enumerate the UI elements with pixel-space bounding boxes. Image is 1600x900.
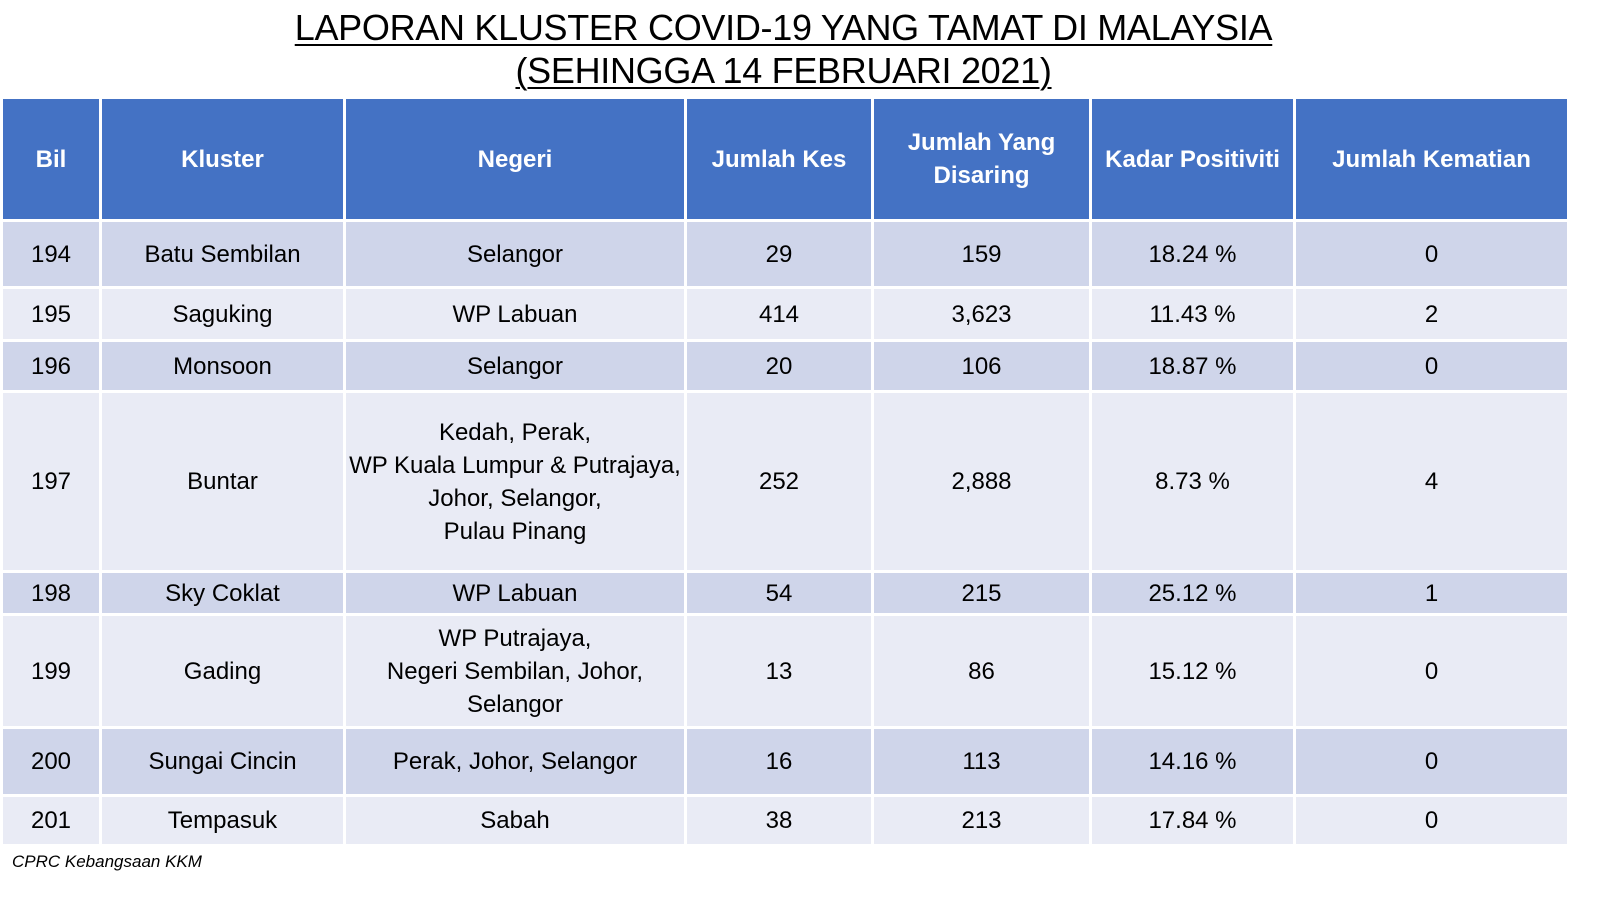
cell-kluster: Sungai Cincin: [99, 726, 346, 797]
header-jumlah-kematian: Jumlah Kematian: [1293, 96, 1570, 222]
report-title: LAPORAN KLUSTER COVID-19 YANG TAMAT DI M…: [0, 6, 1567, 92]
cell-kadar-positiviti: 25.12 %: [1089, 570, 1296, 616]
cell-negeri: Kedah, Perak, WP Kuala Lumpur & Putrajaya…: [343, 390, 687, 573]
negeri-line: Perak, Johor, Selangor: [392, 748, 638, 775]
cell-kadar-positiviti: 18.24 %: [1089, 219, 1296, 289]
header-jumlah-disaring: Jumlah Yang Disaring: [871, 96, 1092, 222]
header-negeri: Negeri: [343, 96, 687, 222]
cell-kadar-positiviti: 8.73 %: [1089, 390, 1296, 573]
negeri-line: WP Kuala Lumpur & Putrajaya,: [349, 451, 681, 479]
negeri-line: Selangor: [466, 690, 564, 718]
cell-jumlah-disaring: 213: [871, 794, 1092, 847]
negeri-line: Pulau Pinang: [443, 517, 587, 545]
title-line-1: LAPORAN KLUSTER COVID-19 YANG TAMAT DI M…: [294, 7, 1273, 48]
header-kluster: Kluster: [99, 96, 346, 222]
cell-bil: 199: [0, 613, 102, 729]
cell-jumlah-kematian: 2: [1293, 286, 1570, 342]
cell-bil: 201: [0, 794, 102, 847]
table-row: 197 Buntar Kedah, Perak, WP Kuala Lumpur & …: [0, 390, 1570, 573]
cell-negeri: Perak, Johor, Selangor: [343, 726, 687, 797]
cell-negeri: Selangor: [343, 219, 687, 289]
cell-kadar-positiviti: 15.12 %: [1089, 613, 1296, 729]
table-row: 195 Saguking WP Labuan 414 3,623 11.43 % 2: [0, 286, 1570, 342]
cell-bil: 196: [0, 339, 102, 393]
cell-bil: 197: [0, 390, 102, 573]
cell-jumlah-disaring: 113: [871, 726, 1092, 797]
cell-kluster: Sky Coklat: [99, 570, 346, 616]
table-header-row: Bil Kluster Negeri Jumlah Kes Jumlah Yan…: [0, 96, 1570, 222]
cell-jumlah-disaring: 3,623: [871, 286, 1092, 342]
negeri-line: WP Labuan: [452, 300, 578, 328]
negeri-line: Negeri Sembilan, Johor,: [386, 657, 644, 685]
cell-jumlah-kes: 252: [684, 390, 874, 573]
cell-jumlah-disaring: 86: [871, 613, 1092, 729]
negeri-line: WP Labuan: [452, 579, 578, 607]
cell-kluster: Tempasuk: [99, 794, 346, 847]
cell-jumlah-disaring: 2,888: [871, 390, 1092, 573]
negeri-line: Sabah: [480, 807, 550, 834]
cell-negeri: Selangor: [343, 339, 687, 393]
cell-kluster: Saguking: [99, 286, 346, 342]
cell-kadar-positiviti: 11.43 %: [1089, 286, 1296, 342]
cell-jumlah-kes: 38: [684, 794, 874, 847]
header-jumlah-kes: Jumlah Kes: [684, 96, 874, 222]
negeri-line: Kedah, Perak,: [438, 418, 592, 446]
cell-jumlah-disaring: 215: [871, 570, 1092, 616]
cell-bil: 198: [0, 570, 102, 616]
negeri-line: Selangor: [466, 352, 564, 380]
cell-kluster: Monsoon: [99, 339, 346, 393]
cell-jumlah-kematian: 0: [1293, 339, 1570, 393]
negeri-line: Selangor: [466, 240, 564, 268]
cell-jumlah-kematian: 0: [1293, 613, 1570, 729]
cell-kadar-positiviti: 18.87 %: [1089, 339, 1296, 393]
negeri-line: WP Putrajaya,: [438, 624, 592, 652]
cell-jumlah-kematian: 4: [1293, 390, 1570, 573]
table-body: 194 Batu Sembilan Selangor 29 159 18.24 % 0 195…: [0, 219, 1570, 847]
table-row: 198 Sky Coklat WP Labuan 54 215 25.12 % 1: [0, 570, 1570, 616]
cell-kadar-positiviti: 17.84 %: [1089, 794, 1296, 847]
table-row: 194 Batu Sembilan Selangor 29 159 18.24 % 0: [0, 219, 1570, 289]
cluster-table: Bil Kluster Negeri Jumlah Kes Jumlah Yan…: [0, 96, 1570, 847]
cell-jumlah-kes: 20: [684, 339, 874, 393]
cell-bil: 194: [0, 219, 102, 289]
cell-jumlah-kematian: 0: [1293, 726, 1570, 797]
cell-kadar-positiviti: 14.16 %: [1089, 726, 1296, 797]
cell-jumlah-kes: 29: [684, 219, 874, 289]
cell-negeri: WP Labuan: [343, 570, 687, 616]
cell-jumlah-kes: 13: [684, 613, 874, 729]
cell-negeri: WP Labuan: [343, 286, 687, 342]
table-row: 199 Gading WP Putrajaya, Negeri Sembilan, J…: [0, 613, 1570, 729]
table-row: 196 Monsoon Selangor 20 106 18.87 % 0: [0, 339, 1570, 393]
cell-kluster: Gading: [99, 613, 346, 729]
cell-jumlah-kematian: 1: [1293, 570, 1570, 616]
negeri-line: Johor, Selangor,: [428, 484, 602, 512]
source-footer: CPRC Kebangsaan KKM: [12, 852, 202, 871]
title-line-2: (SEHINGGA 14 FEBRUARI 2021): [515, 50, 1052, 91]
cell-jumlah-disaring: 106: [871, 339, 1092, 393]
cell-jumlah-kes: 414: [684, 286, 874, 342]
header-bil: Bil: [0, 96, 102, 222]
cell-bil: 195: [0, 286, 102, 342]
cell-jumlah-kes: 16: [684, 726, 874, 797]
cell-jumlah-kematian: 0: [1293, 219, 1570, 289]
table-row: 201 Tempasuk Sabah 38 213 17.84 % 0: [0, 794, 1570, 847]
cell-kluster: Buntar: [99, 390, 346, 573]
cell-jumlah-kes: 54: [684, 570, 874, 616]
cell-jumlah-kematian: 0: [1293, 794, 1570, 847]
cell-bil: 200: [0, 726, 102, 797]
cell-negeri: WP Putrajaya, Negeri Sembilan, Johor, Sela…: [343, 613, 687, 729]
cell-jumlah-disaring: 159: [871, 219, 1092, 289]
cell-kluster: Batu Sembilan: [99, 219, 346, 289]
header-kadar-positiviti: Kadar Positiviti: [1089, 96, 1296, 222]
cell-negeri: Sabah: [343, 794, 687, 847]
table-row: 200 Sungai Cincin Perak, Johor, Selangor 16…: [0, 726, 1570, 797]
